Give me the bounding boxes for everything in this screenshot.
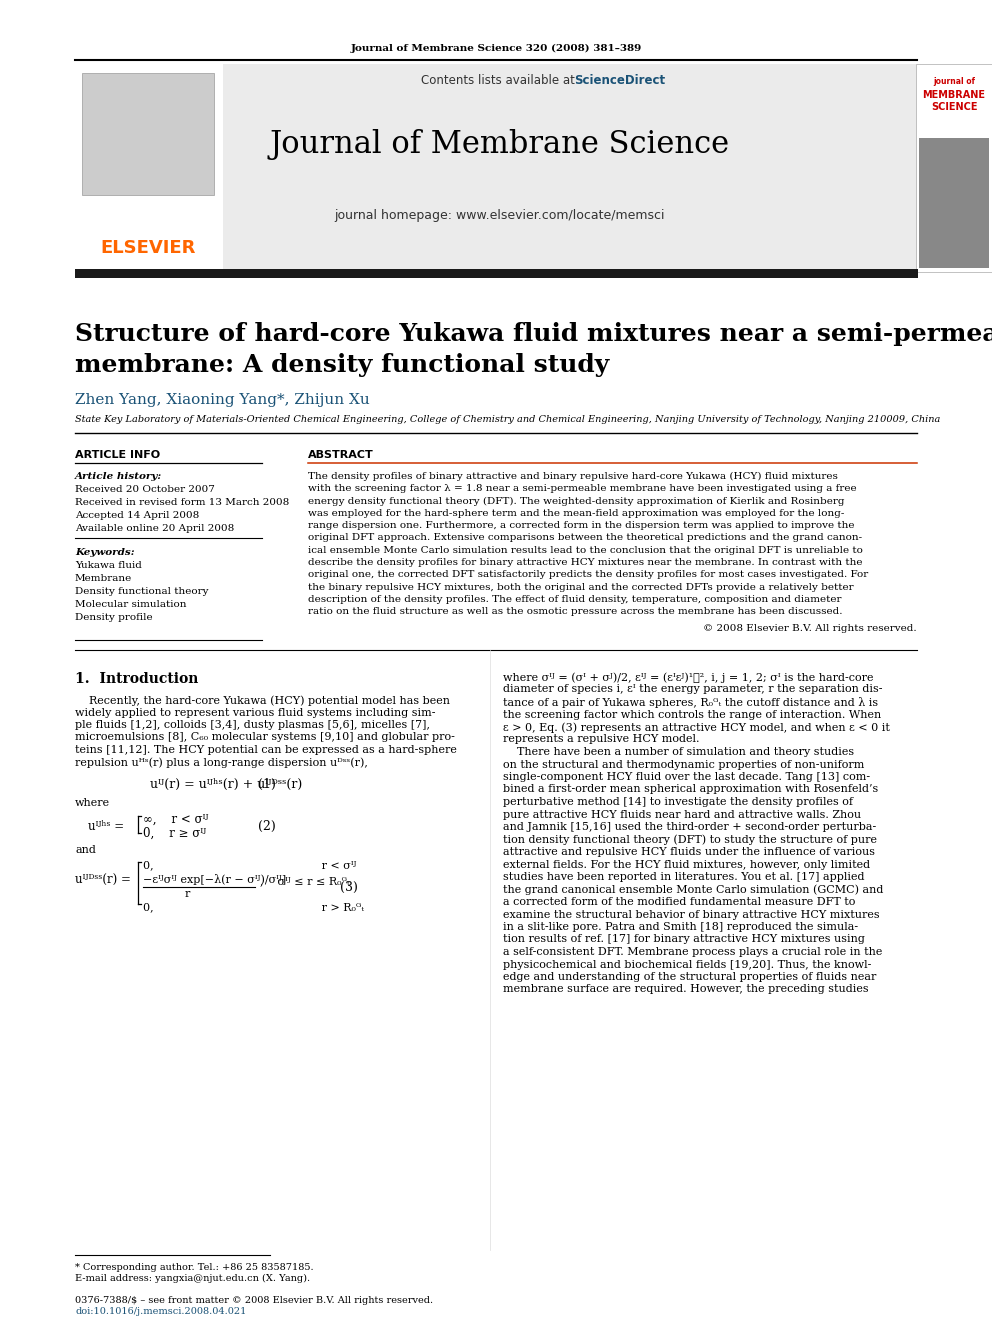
Text: There have been a number of simulation and theory studies: There have been a number of simulation a…	[503, 747, 854, 757]
Text: with the screening factor λ = 1.8 near a semi-permeable membrane have been inves: with the screening factor λ = 1.8 near a…	[308, 484, 857, 493]
Text: Journal of Membrane Science: Journal of Membrane Science	[270, 130, 730, 160]
Text: ,    σᴵᴶ ≤ r ≤ R₀ᴳₜ: , σᴵᴶ ≤ r ≤ R₀ᴳₜ	[260, 876, 350, 886]
Text: ε > 0, Eq. (3) represents an attractive HCY model, and when ε < 0 it: ε > 0, Eq. (3) represents an attractive …	[503, 722, 890, 733]
Text: Recently, the hard-core Yukawa (HCY) potential model has been: Recently, the hard-core Yukawa (HCY) pot…	[75, 695, 450, 705]
Text: original one, the corrected DFT satisfactorily predicts the density profiles for: original one, the corrected DFT satisfac…	[308, 570, 868, 579]
Text: repulsion uᴴˢ(r) plus a long-range dispersion uᴰˢˢ(r),: repulsion uᴴˢ(r) plus a long-range dispe…	[75, 758, 368, 769]
Text: Yukawa fluid: Yukawa fluid	[75, 561, 142, 570]
Text: single-component HCY fluid over the last decade. Tang [13] com-: single-component HCY fluid over the last…	[503, 773, 870, 782]
Text: (3): (3)	[340, 881, 358, 894]
Text: where σᴵᴶ = (σᴵ + σᴶ)/2, εᴵᴶ = (εᴵεᴶ)¹ᐟ², i, j = 1, 2; σᴵ is the hard-core: where σᴵᴶ = (σᴵ + σᴶ)/2, εᴵᴶ = (εᴵεᴶ)¹ᐟ²…	[503, 672, 874, 683]
Bar	[75, 269, 918, 278]
Text: and: and	[75, 845, 96, 855]
Text: perturbative method [14] to investigate the density profiles of: perturbative method [14] to investigate …	[503, 796, 853, 807]
Text: on the structural and thermodynamic properties of non-uniform: on the structural and thermodynamic prop…	[503, 759, 864, 770]
Text: bined a first-order mean spherical approximation with Rosenfeld’s: bined a first-order mean spherical appro…	[503, 785, 878, 795]
Text: edge and understanding of the structural properties of fluids near: edge and understanding of the structural…	[503, 972, 876, 982]
Text: Molecular simulation: Molecular simulation	[75, 601, 186, 609]
Text: * Corresponding author. Tel.: +86 25 83587185.: * Corresponding author. Tel.: +86 25 835…	[75, 1263, 313, 1271]
Text: Contents lists available at: Contents lists available at	[422, 74, 578, 86]
Text: E-mail address: yangxia@njut.edu.cn (X. Yang).: E-mail address: yangxia@njut.edu.cn (X. …	[75, 1274, 310, 1283]
Text: describe the density profiles for binary attractive HCY mixtures near the membra: describe the density profiles for binary…	[308, 558, 862, 568]
Text: ARTICLE INFO: ARTICLE INFO	[75, 450, 160, 460]
Text: diameter of species i, εᴵ the energy parameter, r the separation dis-: diameter of species i, εᴵ the energy par…	[503, 684, 883, 695]
Text: ABSTRACT: ABSTRACT	[308, 450, 374, 460]
Text: range dispersion one. Furthermore, a corrected form in the dispersion term was a: range dispersion one. Furthermore, a cor…	[308, 521, 854, 531]
Text: Keywords:: Keywords:	[75, 548, 135, 557]
Text: a self-consistent DFT. Membrane process plays a crucial role in the: a self-consistent DFT. Membrane process …	[503, 947, 882, 957]
Text: the grand canonical ensemble Monte Carlo simulation (GCMC) and: the grand canonical ensemble Monte Carlo…	[503, 885, 883, 896]
Text: original DFT approach. Extensive comparisons between the theoretical predictions: original DFT approach. Extensive compari…	[308, 533, 862, 542]
Text: Membrane: Membrane	[75, 574, 132, 583]
Text: 0,    r ≥ σᴵᴶ: 0, r ≥ σᴵᴶ	[143, 827, 206, 840]
Text: 0376-7388/$ – see front matter © 2008 Elsevier B.V. All rights reserved.: 0376-7388/$ – see front matter © 2008 El…	[75, 1297, 434, 1304]
Text: widely applied to represent various fluid systems including sim-: widely applied to represent various flui…	[75, 708, 435, 717]
Text: ical ensemble Monte Carlo simulation results lead to the conclusion that the ori: ical ensemble Monte Carlo simulation res…	[308, 546, 863, 554]
Text: doi:10.1016/j.memsci.2008.04.021: doi:10.1016/j.memsci.2008.04.021	[75, 1307, 246, 1316]
Text: uᴵᴶʰˢ =: uᴵᴶʰˢ =	[88, 820, 124, 833]
Text: ∞,    r < σᴵᴶ: ∞, r < σᴵᴶ	[143, 814, 208, 826]
Text: in a slit-like pore. Patra and Smith [18] reproduced the simula-: in a slit-like pore. Patra and Smith [18…	[503, 922, 858, 931]
Text: tion density functional theory (DFT) to study the structure of pure: tion density functional theory (DFT) to …	[503, 835, 877, 845]
Text: Accepted 14 April 2008: Accepted 14 April 2008	[75, 511, 199, 520]
Text: external fields. For the HCY fluid mixtures, however, only limited: external fields. For the HCY fluid mixtu…	[503, 860, 870, 869]
Text: ratio on the fluid structure as well as the osmotic pressure across the membrane: ratio on the fluid structure as well as …	[308, 607, 842, 617]
Text: 0,                                                r > R₀ᴳₜ: 0, r > R₀ᴳₜ	[143, 902, 364, 912]
Text: membrane surface are required. However, the preceding studies: membrane surface are required. However, …	[503, 984, 869, 995]
Text: and Jamnik [15,16] used the third-order + second-order perturba-: and Jamnik [15,16] used the third-order …	[503, 822, 876, 832]
Bar	[919, 138, 989, 269]
Text: tion results of ref. [17] for binary attractive HCY mixtures using: tion results of ref. [17] for binary att…	[503, 934, 865, 945]
Text: a corrected form of the modified fundamental measure DFT to: a corrected form of the modified fundame…	[503, 897, 855, 908]
Text: Article history:: Article history:	[75, 472, 163, 482]
Text: 1.  Introduction: 1. Introduction	[75, 672, 198, 687]
Text: Received 20 October 2007: Received 20 October 2007	[75, 486, 215, 493]
Text: the screening factor which controls the range of interaction. When: the screening factor which controls the …	[503, 709, 881, 720]
Text: microemulsions [8], C₆₀ molecular systems [9,10] and globular pro-: microemulsions [8], C₆₀ molecular system…	[75, 733, 455, 742]
Text: © 2008 Elsevier B.V. All rights reserved.: © 2008 Elsevier B.V. All rights reserved…	[703, 623, 917, 632]
Text: Zhen Yang, Xiaoning Yang*, Zhijun Xu: Zhen Yang, Xiaoning Yang*, Zhijun Xu	[75, 393, 370, 407]
Text: Density profile: Density profile	[75, 613, 153, 622]
Text: attractive and repulsive HCY fluids under the influence of various: attractive and repulsive HCY fluids unde…	[503, 847, 875, 857]
Text: r: r	[185, 889, 190, 900]
Text: where: where	[75, 798, 110, 808]
Text: uᴵᴶ(r) = uᴵᴶʰˢ(r) + uᴵᴶᴰˢˢ(r): uᴵᴶ(r) = uᴵᴶʰˢ(r) + uᴵᴶᴰˢˢ(r)	[150, 778, 303, 791]
Bar	[82, 73, 214, 194]
Text: energy density functional theory (DFT). The weighted-density approximation of Ki: energy density functional theory (DFT). …	[308, 496, 844, 505]
Text: SCIENCE: SCIENCE	[930, 102, 977, 112]
Bar	[916, 64, 992, 273]
Text: physicochemical and biochemical fields [19,20]. Thus, the knowl-: physicochemical and biochemical fields […	[503, 959, 871, 970]
Text: (1): (1)	[258, 778, 276, 791]
Text: MEMBRANE: MEMBRANE	[923, 90, 985, 101]
Text: −εᴵᴶσᴵᴶ exp[−λ(r − σᴵᴶ)/σᴵᴶ]: −εᴵᴶσᴵᴶ exp[−λ(r − σᴵᴶ)/σᴵᴶ]	[143, 875, 287, 885]
Text: uᴵᴶᴰˢˢ(r) =: uᴵᴶᴰˢˢ(r) =	[75, 875, 131, 886]
Text: Received in revised form 13 March 2008: Received in revised form 13 March 2008	[75, 497, 290, 507]
Text: journal homepage: www.elsevier.com/locate/memsci: journal homepage: www.elsevier.com/locat…	[334, 209, 666, 221]
Text: ple fluids [1,2], colloids [3,4], dusty plasmas [5,6], micelles [7],: ple fluids [1,2], colloids [3,4], dusty …	[75, 720, 430, 730]
Text: teins [11,12]. The HCY potential can be expressed as a hard-sphere: teins [11,12]. The HCY potential can be …	[75, 745, 457, 755]
Text: examine the structural behavior of binary attractive HCY mixtures: examine the structural behavior of binar…	[503, 909, 880, 919]
Text: pure attractive HCY fluids near hard and attractive walls. Zhou: pure attractive HCY fluids near hard and…	[503, 810, 861, 819]
Text: ScienceDirect: ScienceDirect	[574, 74, 666, 86]
Text: Structure of hard-core Yukawa fluid mixtures near a semi-permeable
membrane: A d: Structure of hard-core Yukawa fluid mixt…	[75, 321, 992, 377]
Text: journal of: journal of	[933, 78, 975, 86]
Text: Journal of Membrane Science 320 (2008) 381–389: Journal of Membrane Science 320 (2008) 3…	[350, 44, 642, 53]
Text: The density profiles of binary attractive and binary repulsive hard-core Yukawa : The density profiles of binary attractiv…	[308, 472, 838, 482]
Text: (2): (2)	[258, 820, 276, 833]
Text: Available online 20 April 2008: Available online 20 April 2008	[75, 524, 234, 533]
Bar	[75, 64, 918, 273]
Text: the binary repulsive HCY mixtures, both the original and the corrected DFTs prov: the binary repulsive HCY mixtures, both …	[308, 582, 854, 591]
Bar	[75, 64, 223, 273]
Text: Density functional theory: Density functional theory	[75, 587, 208, 595]
Text: ELSEVIER: ELSEVIER	[100, 239, 195, 257]
Text: description of the density profiles. The effect of fluid density, temperature, c: description of the density profiles. The…	[308, 595, 841, 605]
Text: represents a repulsive HCY model.: represents a repulsive HCY model.	[503, 734, 699, 745]
Text: tance of a pair of Yukawa spheres, R₀ᴳₜ the cutoff distance and λ is: tance of a pair of Yukawa spheres, R₀ᴳₜ …	[503, 697, 878, 708]
Text: was employed for the hard-sphere term and the mean-field approximation was emplo: was employed for the hard-sphere term an…	[308, 509, 844, 517]
Text: studies have been reported in literatures. You et al. [17] applied: studies have been reported in literature…	[503, 872, 864, 882]
Text: State Key Laboratory of Materials-Oriented Chemical Engineering, College of Chem: State Key Laboratory of Materials-Orient…	[75, 415, 940, 423]
Text: 0,                                                r < σᴵᴶ: 0, r < σᴵᴶ	[143, 860, 356, 871]
